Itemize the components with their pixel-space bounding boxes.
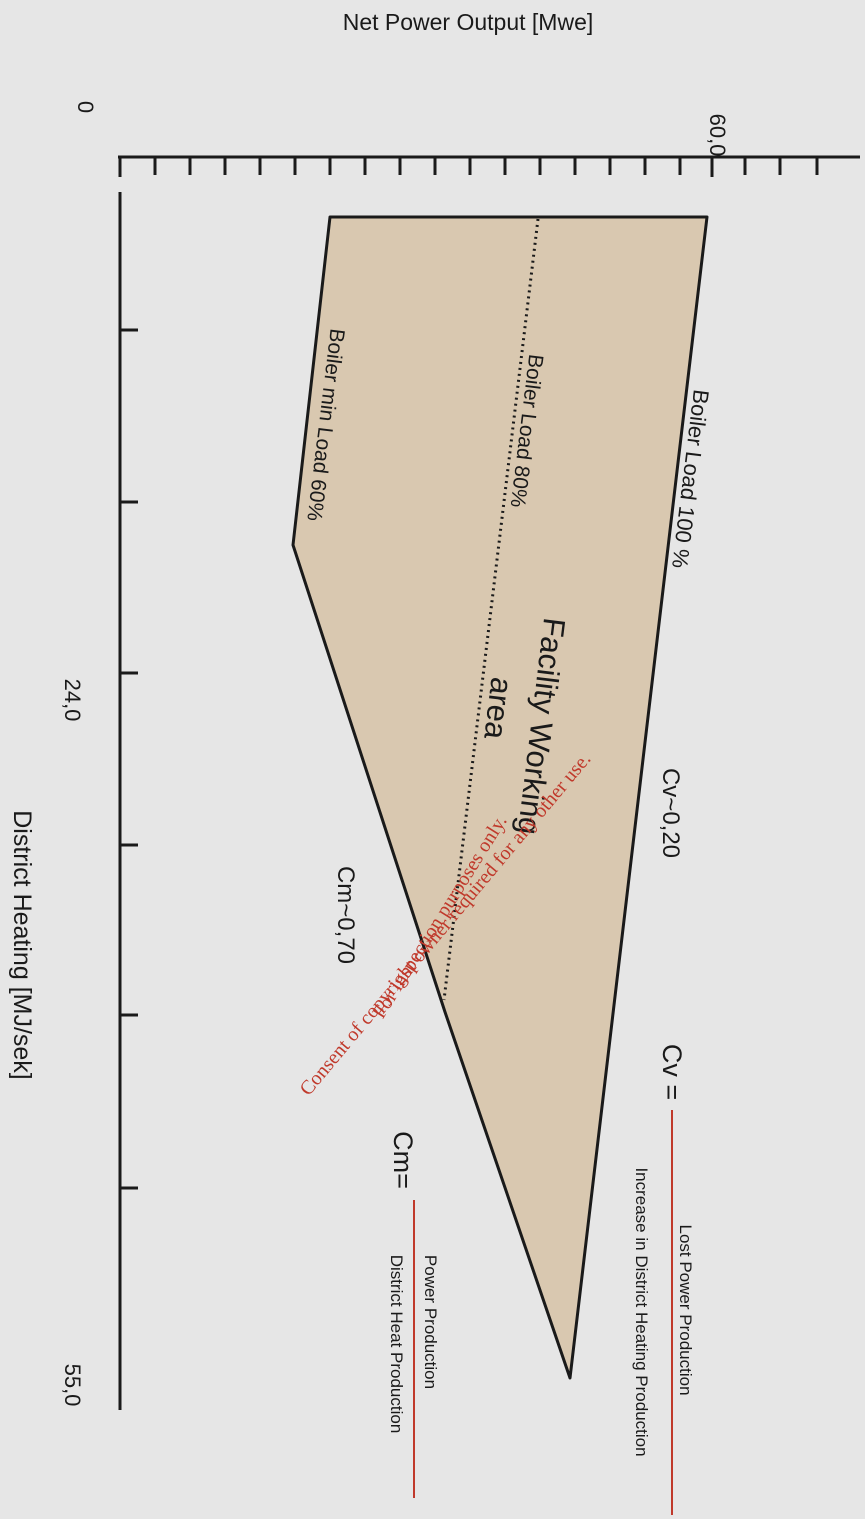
cm-value-label: Cm~0,70 — [332, 866, 359, 964]
heating-axis — [118, 192, 138, 1410]
cm-symbol: Cm= — [388, 1131, 418, 1189]
power-axis — [118, 155, 860, 177]
facility-working-area-label-2: area — [477, 675, 519, 742]
heating-axis-title: District Heating [MJ/sek] — [8, 810, 36, 1080]
cv-denominator: Increase in District Heating Production — [632, 1167, 651, 1456]
cv-formula: Cv = Lost Power Production Increase in D… — [632, 1044, 695, 1515]
cm-numerator: Power Production — [421, 1255, 440, 1389]
heating-axis-tick-mid: 24,0 — [60, 679, 85, 722]
cv-symbol: Cv = — [657, 1044, 687, 1100]
power-axis-title: Net Power Output [Mwe] — [343, 9, 594, 35]
heating-axis-tick-max: 55,0 — [60, 1364, 85, 1407]
cm-denominator: District Heat Production — [387, 1255, 406, 1434]
facility-working-area — [291, 215, 709, 1380]
power-axis-tick-0: 0 — [73, 101, 98, 113]
cm-formula: Cm= Power Production District Heat Produ… — [387, 1131, 440, 1498]
cv-value-label: Cv~0,20 — [657, 768, 684, 858]
boiler-load-80-line — [442, 218, 540, 1001]
power-axis-tick-max: 60,0 — [705, 114, 730, 157]
cv-numerator: Lost Power Production — [676, 1224, 695, 1395]
